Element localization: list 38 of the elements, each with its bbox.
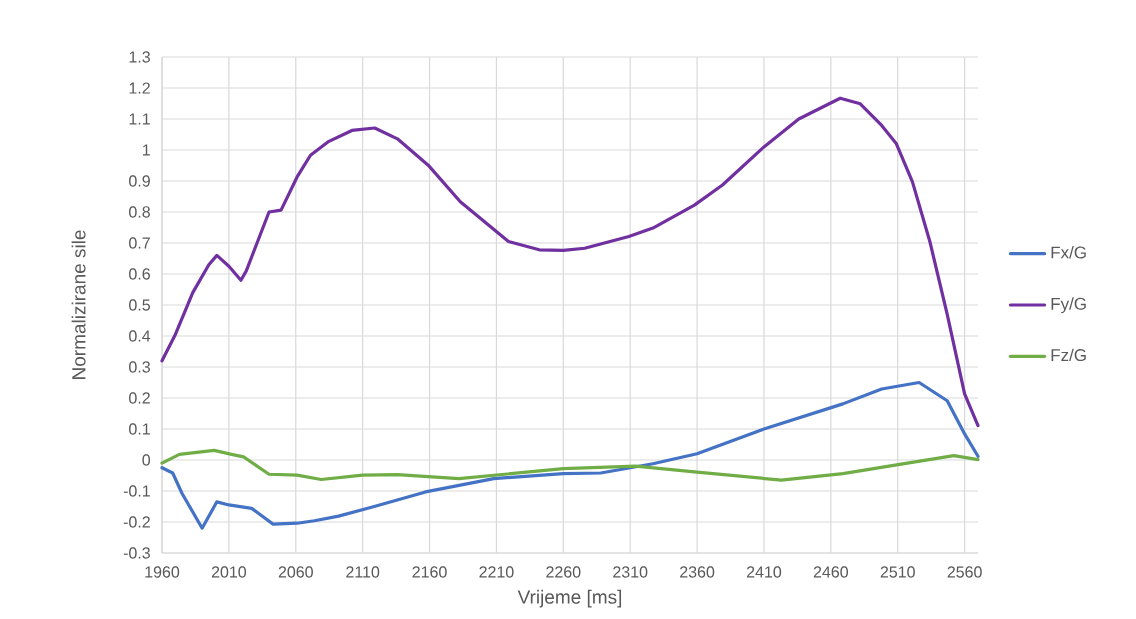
y-tick-label: 1 bbox=[143, 144, 150, 156]
x-tick-label: 2460 bbox=[813, 566, 849, 578]
x-tick-label: 2110 bbox=[346, 566, 380, 578]
y-tick-label: 1.1 bbox=[129, 113, 150, 125]
line-series bbox=[160, 380, 980, 530]
y-tick-label: 0.4 bbox=[129, 330, 151, 342]
y-tick-label: 0.7 bbox=[129, 237, 150, 249]
legend-label: Fz/G bbox=[1051, 348, 1086, 362]
x-tick-label: 2360 bbox=[680, 566, 715, 578]
y-tick-label: 0.3 bbox=[129, 361, 150, 373]
x-tick-label: 2560 bbox=[947, 566, 982, 578]
y-axis-title: Normalizirane sile bbox=[71, 230, 86, 379]
x-tick-label: 2210 bbox=[479, 566, 514, 578]
x-tick-label: 2310 bbox=[613, 566, 648, 578]
line-series bbox=[160, 96, 980, 428]
y-tick-label: 0 bbox=[142, 454, 151, 466]
legend-label: Fx/G bbox=[1051, 246, 1086, 259]
x-tick-label: 2060 bbox=[278, 566, 313, 578]
y-tick-label: 0.5 bbox=[129, 299, 150, 311]
y-tick-label: 0.8 bbox=[129, 206, 150, 218]
x-tick-label: 2010 bbox=[211, 566, 247, 578]
y-tick-label: 1.3 bbox=[129, 51, 150, 63]
y-tick-label: 1.2 bbox=[129, 82, 150, 94]
x-tick-label: 2160 bbox=[412, 566, 447, 578]
y-tick-label: -0.3 bbox=[123, 547, 150, 559]
line-series bbox=[160, 448, 980, 482]
x-tick-label: 2410 bbox=[746, 566, 782, 578]
y-tick-label: -0.1 bbox=[123, 485, 150, 497]
y-tick-label: 0.9 bbox=[129, 175, 150, 187]
x-tick-label: 1960 bbox=[145, 566, 180, 578]
x-tick-label: 2260 bbox=[546, 566, 581, 578]
x-axis-title: Vrijeme [ms] bbox=[517, 589, 622, 608]
y-tick-label: 0.6 bbox=[129, 268, 150, 280]
legend-label: Fy/G bbox=[1051, 297, 1086, 314]
y-tick-label: 0.2 bbox=[129, 392, 150, 404]
x-tick-label: 2510 bbox=[880, 566, 915, 578]
y-tick-label: 0.1 bbox=[129, 423, 150, 435]
y-tick-label: -0.2 bbox=[123, 516, 150, 528]
